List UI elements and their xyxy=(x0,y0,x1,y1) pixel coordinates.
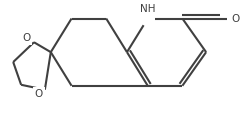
Text: O: O xyxy=(35,89,43,99)
Text: O: O xyxy=(22,33,30,43)
Text: O: O xyxy=(232,14,240,24)
Text: NH: NH xyxy=(140,4,155,14)
